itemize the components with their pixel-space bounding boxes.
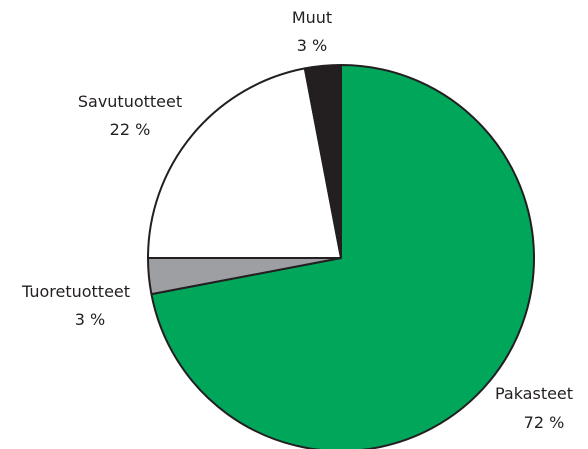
label-savutuotteet-name: Savutuotteet (78, 92, 182, 111)
label-savutuotteet-value: 22 % (110, 120, 151, 139)
label-tuoretuotteet-value: 3 % (75, 310, 105, 329)
label-tuoretuotteet-name: Tuoretuotteet (21, 282, 130, 301)
label-pakasteet-value: 72 % (524, 413, 565, 432)
label-muut-value: 3 % (297, 36, 327, 55)
pie-slice-savutuotteet (147, 67, 342, 259)
label-pakasteet-name: Pakasteet (495, 384, 573, 403)
pie-slices (147, 64, 535, 449)
label-muut-name: Muut (292, 8, 332, 27)
pie-slice-pakasteet (150, 64, 535, 449)
